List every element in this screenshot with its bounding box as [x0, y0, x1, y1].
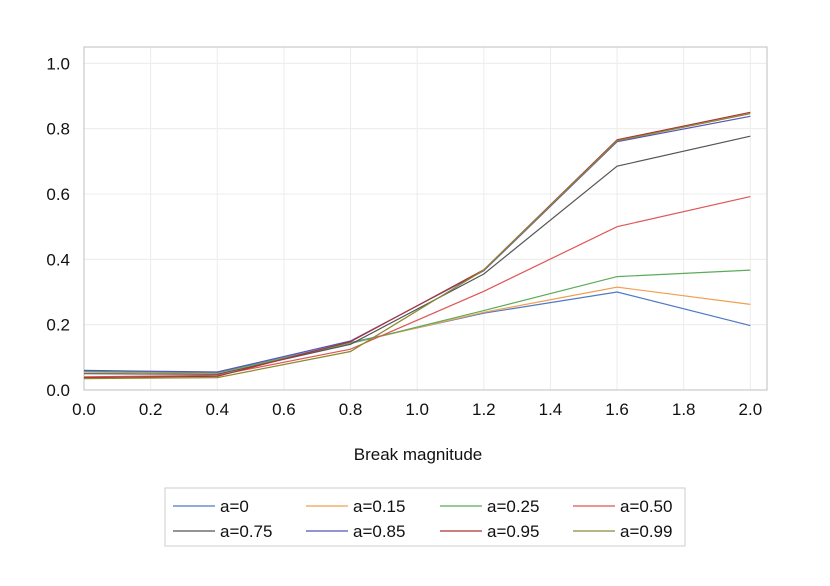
series-line-a-0-95 — [83, 111, 751, 379]
x-tick-label: 0.0 — [72, 400, 96, 419]
grid — [83, 47, 767, 391]
y-tick-label: 1.0 — [46, 54, 70, 73]
x-tick-label: 0.8 — [339, 400, 363, 419]
legend-label-a-0-25: a=0.25 — [487, 497, 539, 516]
x-tick-label: 0.2 — [139, 400, 163, 419]
x-tick-label: 1.6 — [605, 400, 629, 419]
x-axis-title: Break magnitude — [354, 445, 483, 464]
y-tick-label: 0.2 — [46, 316, 70, 335]
x-axis: 0.0 0.2 0.4 0.6 0.8 1.0 1.2 1.4 1.6 1.8 2.0 — [72, 400, 762, 419]
y-axis: 0.0 0.2 0.4 0.6 0.8 1.0 — [46, 54, 70, 400]
y-tick-label: 0.6 — [46, 185, 70, 204]
x-tick-label: 1.0 — [405, 400, 429, 419]
x-tick-label: 0.4 — [205, 400, 229, 419]
legend-label-a-0-85: a=0.85 — [353, 522, 405, 541]
x-tick-label: 0.6 — [272, 400, 296, 419]
y-tick-label: 0.8 — [46, 120, 70, 139]
y-tick-label: 0.0 — [46, 381, 70, 400]
legend-label-a-0-95: a=0.95 — [487, 522, 539, 541]
x-tick-label: 2.0 — [739, 400, 763, 419]
series-line-a-0-50 — [83, 196, 751, 378]
series-line-a-0-99 — [83, 113, 751, 380]
x-tick-label: 1.4 — [539, 400, 563, 419]
legend: a=0 a=0.15 a=0.25 a=0.50 a=0.75 a=0.85 a=0.95 a… — [164, 487, 686, 547]
legend-box — [164, 487, 686, 547]
x-tick-label: 1.8 — [672, 400, 696, 419]
legend-label-a-0-50: a=0.50 — [620, 497, 672, 516]
legend-label-a-0: a=0 — [220, 497, 249, 516]
series-lines — [83, 111, 751, 380]
plot-area — [83, 46, 768, 391]
y-tick-label: 0.4 — [46, 250, 70, 269]
series-line-a-0-25 — [83, 269, 751, 374]
legend-label-a-0-75: a=0.75 — [220, 522, 272, 541]
x-tick-label: 1.2 — [472, 400, 496, 419]
legend-label-a-0-15: a=0.15 — [353, 497, 405, 516]
legend-label-a-0-99: a=0.99 — [620, 522, 672, 541]
series-line-a-0-75 — [83, 135, 751, 375]
